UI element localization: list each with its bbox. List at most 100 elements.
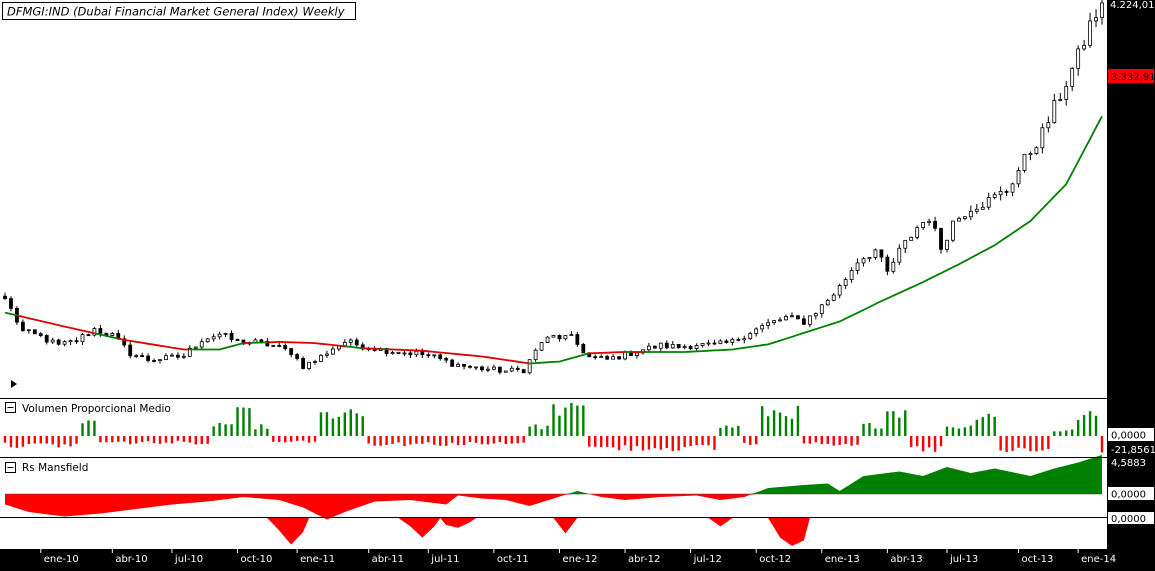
scroll-arrow-icon[interactable]	[11, 380, 17, 388]
volume-bar	[27, 436, 31, 445]
candle-body	[122, 338, 127, 346]
candle-body	[480, 366, 484, 371]
volume-bar	[200, 436, 203, 445]
candle-body	[951, 220, 955, 241]
candle-body	[867, 257, 872, 260]
candle-body	[509, 367, 514, 372]
candle-body	[813, 313, 818, 317]
candle-body	[575, 334, 580, 345]
volume-bar	[450, 436, 454, 443]
time-tick-label: abr-10	[115, 554, 147, 565]
volume-bar	[629, 436, 633, 451]
volume-bar	[188, 436, 192, 443]
volume-bar	[337, 416, 341, 436]
volume-bar	[599, 436, 603, 448]
volume-bar	[904, 410, 907, 436]
candle-body	[909, 236, 914, 241]
volume-bar	[814, 436, 818, 443]
candle-body	[945, 239, 949, 250]
volume-bar	[951, 427, 955, 436]
time-tick-label: oct-10	[241, 554, 273, 565]
candle-body	[527, 359, 532, 374]
time-tick-label: ene-10	[44, 554, 79, 565]
time-tick-label: oct-12	[759, 554, 791, 565]
chart-title: DFMGI:IND (Dubai Financial Market Genera…	[7, 5, 345, 19]
candle-body	[825, 299, 830, 306]
volume-bar	[844, 436, 847, 445]
candle-body	[539, 342, 544, 351]
candle-body	[74, 340, 79, 343]
volume-bar	[123, 436, 126, 442]
moving-average-line	[362, 347, 381, 350]
ma-price-label: 3.332,91	[1111, 72, 1155, 83]
volume-bar	[99, 436, 102, 443]
candle-body	[742, 338, 747, 341]
candle-body	[259, 339, 264, 342]
candle-body	[760, 325, 765, 330]
candle-body	[790, 315, 794, 318]
volume-bar	[588, 436, 591, 447]
volume-bar	[81, 423, 84, 436]
candle-body	[217, 333, 222, 338]
volume-bar	[808, 436, 812, 444]
candle-body	[802, 318, 806, 325]
volume-bar	[367, 436, 370, 444]
moving-average-line	[118, 337, 190, 351]
candle-body	[265, 340, 270, 347]
candle-body	[545, 336, 550, 343]
candle-body	[581, 344, 586, 354]
volume-bar	[1053, 431, 1056, 436]
volume-bar	[242, 407, 245, 436]
rs-max-label: 4,5883	[1111, 458, 1146, 469]
volume-bar	[456, 436, 460, 446]
candle-body	[1052, 100, 1057, 124]
candle-body	[992, 194, 997, 198]
volume-bar	[1082, 415, 1086, 436]
volume-bar	[111, 436, 114, 443]
time-tick-label: jul-13	[949, 554, 978, 565]
volume-bar	[152, 436, 156, 444]
candle-body	[420, 350, 425, 356]
volume-bar	[391, 436, 394, 445]
volume-bar	[927, 436, 931, 448]
volume-bar	[564, 407, 567, 436]
candle-body	[1016, 170, 1021, 185]
candle-body	[438, 354, 443, 359]
volume-bar	[164, 436, 168, 443]
volume-bar	[1005, 436, 1008, 453]
time-tick-label: abr-13	[890, 554, 922, 565]
volume-bar	[784, 416, 788, 436]
candle-body	[170, 354, 174, 357]
volume-bar	[874, 428, 877, 436]
moving-average-layer	[4, 115, 1103, 365]
ma-price-tag	[1108, 69, 1154, 83]
volume-bar	[1070, 429, 1074, 436]
volume-bar	[349, 409, 352, 436]
volume-bar	[93, 420, 96, 436]
candle-body	[301, 358, 305, 369]
candle-body	[617, 356, 621, 360]
candle-body	[962, 216, 967, 219]
volume-bar	[641, 436, 645, 451]
candle-body	[664, 342, 669, 349]
volume-bar	[403, 436, 406, 447]
candle-body	[92, 328, 97, 336]
volume-bar	[9, 436, 13, 448]
volume-bar	[802, 436, 806, 444]
candle-body	[635, 352, 639, 356]
volume-bar	[582, 405, 585, 436]
candle-body	[3, 295, 7, 299]
volume-bar	[1088, 411, 1092, 436]
volume-bar	[307, 436, 311, 443]
volume-bar	[701, 436, 704, 445]
candle-body	[307, 361, 311, 369]
time-tick-label: jul-10	[174, 554, 203, 565]
volume-bar	[772, 410, 776, 436]
volume-bar	[719, 427, 722, 436]
rs-lower-tag	[1108, 512, 1154, 524]
candle-body	[837, 285, 842, 296]
volume-bar	[695, 436, 698, 445]
candle-body	[468, 365, 472, 368]
volume-bar	[63, 436, 66, 445]
candle-body	[784, 316, 788, 321]
